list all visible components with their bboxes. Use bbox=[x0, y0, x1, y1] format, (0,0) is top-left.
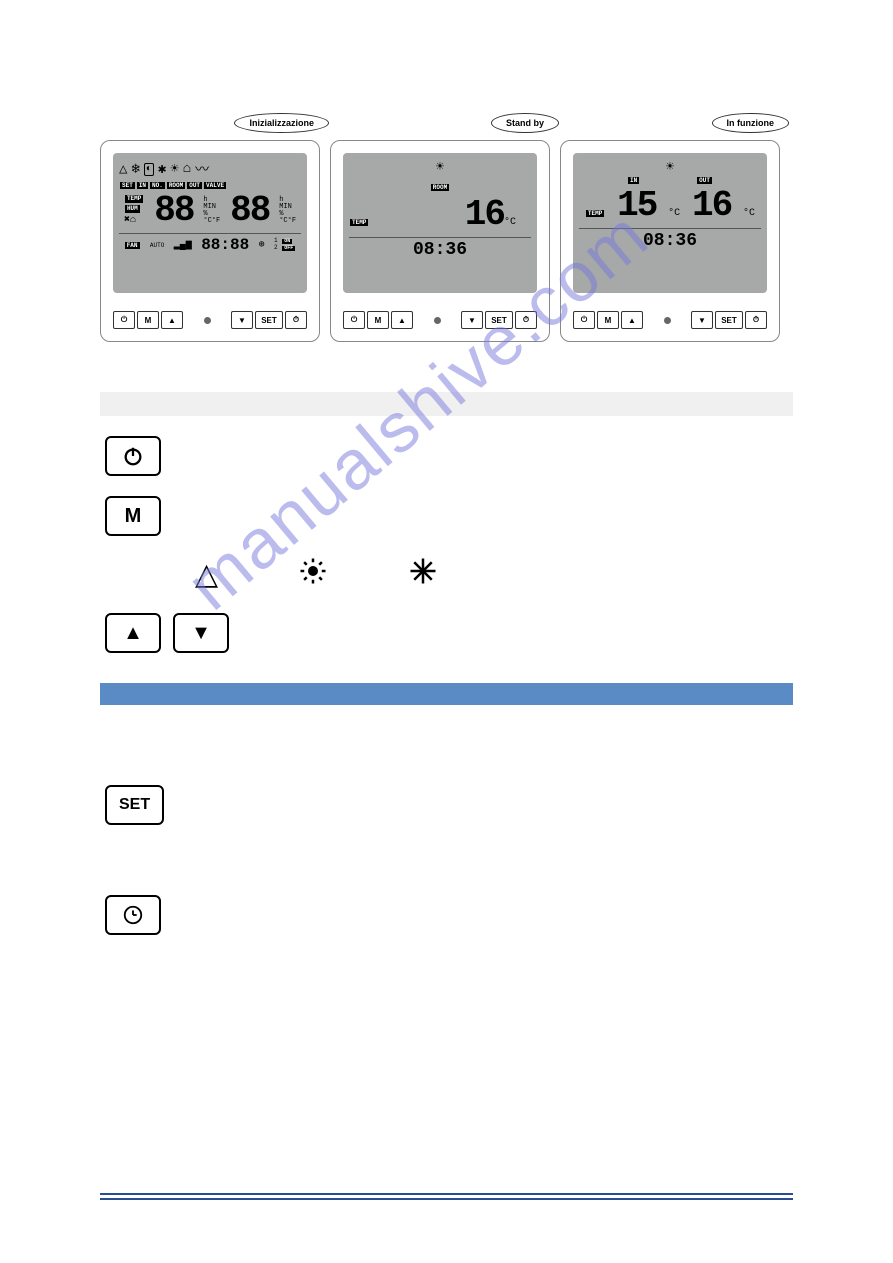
row-clock bbox=[100, 895, 793, 935]
btn-up[interactable]: ▲ bbox=[621, 311, 643, 329]
unit-out: °C bbox=[743, 208, 755, 219]
mode-icon-3: ☀ bbox=[579, 159, 761, 176]
tag-room-2: ROOM bbox=[431, 184, 449, 191]
icon-dry: ◐ bbox=[144, 163, 154, 176]
btn-down[interactable]: ▼ bbox=[461, 311, 483, 329]
key-up-icon: ▲ bbox=[105, 613, 161, 653]
unit-in: °C bbox=[668, 208, 680, 219]
btn-up[interactable]: ▲ bbox=[391, 311, 413, 329]
led-1 bbox=[204, 317, 211, 324]
btn-set[interactable]: SET bbox=[485, 311, 513, 329]
button-row-2: ⏻ M ▲ ▼ SET ⏱ bbox=[343, 311, 537, 329]
device-running: In funzione ☀ IN OUT TEMP 15 °C 16 °C bbox=[560, 140, 780, 342]
row-power bbox=[100, 436, 793, 476]
blue-section-bar bbox=[100, 683, 793, 705]
key-set-icon: SET bbox=[105, 785, 164, 825]
key-power-icon bbox=[105, 436, 161, 476]
btn-clock[interactable]: ⏱ bbox=[745, 311, 767, 329]
footer-lines bbox=[100, 1190, 793, 1203]
btn-set[interactable]: SET bbox=[255, 311, 283, 329]
out-value-3: 16 bbox=[692, 185, 731, 226]
icon-home: ⌂ bbox=[183, 161, 191, 177]
button-row-1: ⏻ M ▲ ▼ SET ⏱ bbox=[113, 311, 307, 329]
btn-clock[interactable]: ⏱ bbox=[285, 311, 307, 329]
auto-icon: △ bbox=[195, 557, 218, 592]
mode-icons-row: △ bbox=[195, 556, 793, 593]
temp-unit-2: °C bbox=[504, 217, 516, 228]
device-init: Inizializzazione △ ❄ ◐ ✱ ☀ ⌂ 〰 SET IN bbox=[100, 140, 320, 342]
bubble-init: Inizializzazione bbox=[234, 113, 329, 133]
tag-room: ROOM bbox=[167, 182, 185, 189]
timer-icon: ⊕ bbox=[259, 239, 265, 251]
btn-mode[interactable]: M bbox=[367, 311, 389, 329]
tag-set: SET bbox=[120, 182, 135, 189]
key-down-icon: ▼ bbox=[173, 613, 229, 653]
tag-in-3: IN bbox=[628, 177, 639, 184]
repair-icon: ✖⌂ bbox=[124, 215, 136, 226]
tag-temp-2: TEMP bbox=[350, 219, 368, 226]
time-3: 08:36 bbox=[579, 231, 761, 251]
digit-right: 88 bbox=[230, 190, 269, 231]
device-standby: Stand by ☀ ROOM TEMP 16 °C 08:36 ⏻ bbox=[330, 140, 550, 342]
row-set: SET bbox=[100, 785, 793, 825]
tag-auto: AUTO bbox=[150, 242, 164, 249]
icon-cool: ❄ bbox=[131, 161, 139, 178]
led-2 bbox=[434, 317, 441, 324]
tag-no: NO. bbox=[150, 182, 165, 189]
btn-power[interactable]: ⏻ bbox=[573, 311, 595, 329]
time-2: 08:36 bbox=[349, 240, 531, 260]
lcd-init: △ ❄ ◐ ✱ ☀ ⌂ 〰 SET IN NO. ROOM OUT bbox=[113, 153, 307, 293]
bubble-standby: Stand by bbox=[491, 113, 559, 133]
btn-mode[interactable]: M bbox=[137, 311, 159, 329]
icon-auto: △ bbox=[119, 161, 127, 178]
temp-value-2: 16 bbox=[465, 194, 504, 235]
btn-clock[interactable]: ⏱ bbox=[515, 311, 537, 329]
gray-section-bar bbox=[100, 392, 793, 416]
tag-valve: VALVE bbox=[204, 182, 226, 189]
btn-up[interactable]: ▲ bbox=[161, 311, 183, 329]
btn-power[interactable]: ⏻ bbox=[113, 311, 135, 329]
digit-left: 88 bbox=[154, 190, 193, 231]
bubble-running: In funzione bbox=[712, 113, 790, 133]
heat-icon bbox=[298, 556, 328, 593]
units-left: hMIN%°C°F bbox=[203, 197, 220, 225]
tag-out: OUT bbox=[187, 182, 202, 189]
lcd-standby: ☀ ROOM TEMP 16 °C 08:36 bbox=[343, 153, 537, 293]
btn-down[interactable]: ▼ bbox=[231, 311, 253, 329]
btn-down[interactable]: ▼ bbox=[691, 311, 713, 329]
key-mode-icon: M bbox=[105, 496, 161, 536]
button-row-3: ⏻ M ▲ ▼ SET ⏱ bbox=[573, 311, 767, 329]
device-row: Inizializzazione △ ❄ ◐ ✱ ☀ ⌂ 〰 SET IN bbox=[100, 0, 793, 342]
mode-icon-2: ☀ bbox=[349, 159, 531, 176]
tag-temp: TEMP bbox=[125, 195, 143, 203]
key-clock-icon bbox=[105, 895, 161, 935]
icon-wave: 〰 bbox=[195, 159, 209, 179]
row-mode: M bbox=[100, 496, 793, 536]
btn-set[interactable]: SET bbox=[715, 311, 743, 329]
btn-mode[interactable]: M bbox=[597, 311, 619, 329]
row-arrows: ▲ ▼ bbox=[100, 613, 793, 653]
tag-temp-3: TEMP bbox=[586, 210, 604, 217]
tag-fan: FAN bbox=[125, 242, 140, 249]
tag-hum: HUM bbox=[125, 205, 140, 213]
led-3 bbox=[664, 317, 671, 324]
units-right: hMIN%°C°F bbox=[279, 197, 296, 225]
time-init: 88:88 bbox=[201, 236, 249, 254]
onoff: 1 ON2 OFF bbox=[274, 238, 296, 252]
tag-out-3: OUT bbox=[697, 177, 712, 184]
icon-fan: ✱ bbox=[158, 161, 166, 178]
icon-heat: ☀ bbox=[170, 161, 178, 178]
tag-in: IN bbox=[137, 182, 148, 189]
btn-power[interactable]: ⏻ bbox=[343, 311, 365, 329]
cool-icon bbox=[408, 556, 438, 593]
in-value-3: 15 bbox=[617, 185, 656, 226]
lcd-running: ☀ IN OUT TEMP 15 °C 16 °C 08:36 bbox=[573, 153, 767, 293]
